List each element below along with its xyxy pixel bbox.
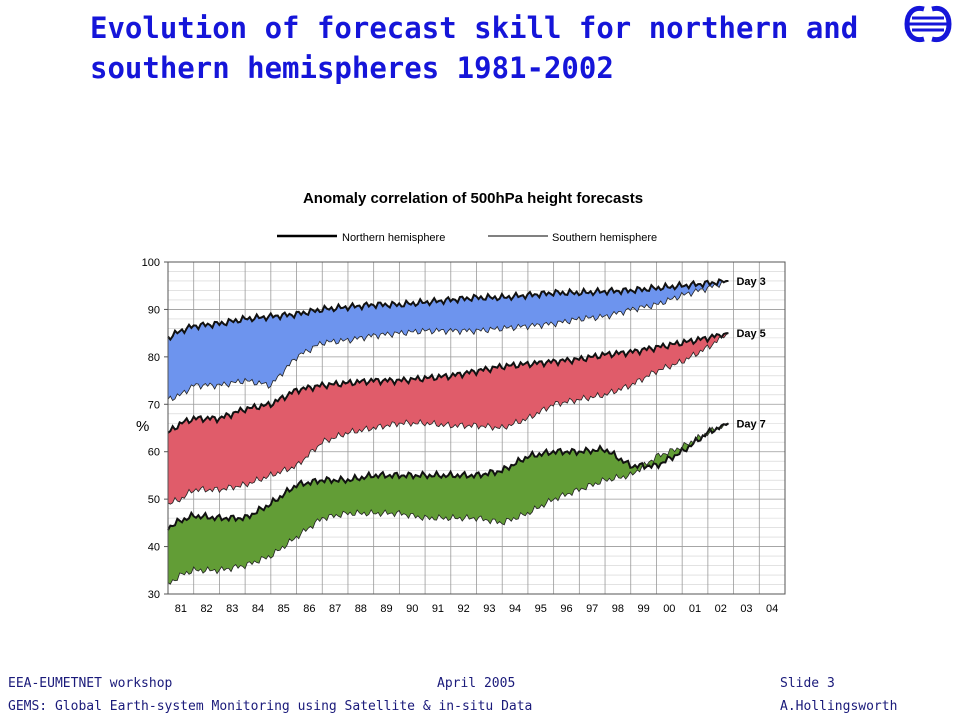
x-tick-label: 91 <box>432 603 444 615</box>
plot-frame <box>167 261 786 595</box>
footer-slide-number: Slide 3 <box>780 676 835 691</box>
x-tick-label: 99 <box>637 603 649 615</box>
x-tick-label: 84 <box>252 603 264 615</box>
northern-line <box>167 332 729 434</box>
y-tick-label: 90 <box>148 304 160 316</box>
x-tick-label: 92 <box>458 603 470 615</box>
footer-project: GEMS: Global Earth-system Monitoring usi… <box>8 699 533 714</box>
southern-line <box>167 280 729 402</box>
x-tick-label: 00 <box>663 603 675 615</box>
slide-title: Evolution of forecast skill for northern… <box>90 8 890 88</box>
footer-date: April 2005 <box>437 676 516 691</box>
band-day-7 <box>167 422 730 585</box>
y-tick-label: 80 <box>148 352 160 364</box>
band-fill <box>168 423 729 585</box>
y-tick-label: 50 <box>148 494 160 506</box>
x-tick-label: 82 <box>200 603 212 615</box>
series-label: Day 5 <box>736 328 765 340</box>
x-tick-label: 98 <box>612 603 624 615</box>
x-tick-label: 93 <box>483 603 495 615</box>
northern-line <box>167 422 730 531</box>
axes <box>164 261 786 595</box>
ecmwf-logo-icon <box>904 5 952 43</box>
series-label: Day 3 <box>736 276 765 288</box>
southern-line <box>167 332 729 505</box>
legend-label-southern: Southern hemisphere <box>552 232 657 244</box>
x-tick-label: 97 <box>586 603 598 615</box>
legend-label-northern: Northern hemisphere <box>342 232 445 244</box>
skill-bands: Day 3 Day 5 Day 7 <box>167 276 766 585</box>
x-tick-label: 96 <box>560 603 572 615</box>
x-tick-label: 95 <box>535 603 547 615</box>
band-day-5 <box>167 332 729 505</box>
y-tick-label: 30 <box>148 589 160 601</box>
southern-line <box>167 422 729 585</box>
x-tick-label: 02 <box>715 603 727 615</box>
chart-title: Anomaly correlation of 500hPa height for… <box>303 190 643 207</box>
band-fill <box>168 279 729 401</box>
x-tick-label: 89 <box>380 603 392 615</box>
y-axis-label: % <box>136 418 149 435</box>
x-tick-label: 86 <box>303 603 315 615</box>
x-tick-label: 03 <box>740 603 752 615</box>
x-tick-label: 94 <box>509 603 521 615</box>
band-fill <box>168 333 729 505</box>
y-tick-label: 40 <box>148 542 160 554</box>
title-line-1: Evolution of forecast skill for northern… <box>90 11 859 45</box>
y-tick-label: 70 <box>148 399 160 411</box>
x-tick-label: 90 <box>406 603 418 615</box>
footer-event: EEA-EUMETNET workshop <box>8 676 173 691</box>
series-label: Day 7 <box>736 418 765 430</box>
x-tick-label: 85 <box>278 603 290 615</box>
x-tick-label: 88 <box>355 603 367 615</box>
x-tick-label: 87 <box>329 603 341 615</box>
band-day-3 <box>167 278 729 402</box>
x-tick-label: 01 <box>689 603 701 615</box>
y-tick-label: 100 <box>142 257 160 269</box>
northern-line <box>167 278 729 342</box>
forecast-skill-chart: Anomaly correlation of 500hPa height for… <box>136 190 786 615</box>
y-tick-label: 60 <box>148 447 160 459</box>
x-tick-label: 04 <box>766 603 778 615</box>
tick-labels: 30 40 50 60 70 80 90 100 81 82 83 84 85 86 87 88 89 90 91 9… <box>142 257 779 615</box>
footer-author: A.Hollingsworth <box>780 699 898 714</box>
x-tick-label: 83 <box>226 603 238 615</box>
title-line-2: southern hemispheres 1981-2002 <box>90 51 614 85</box>
x-tick-label: 81 <box>175 603 187 615</box>
